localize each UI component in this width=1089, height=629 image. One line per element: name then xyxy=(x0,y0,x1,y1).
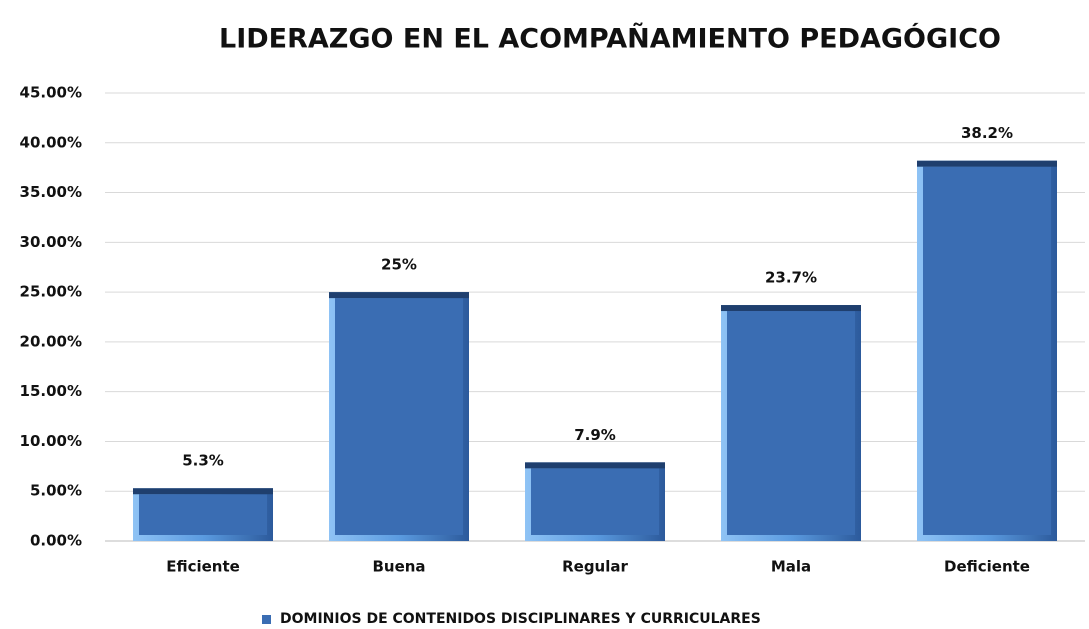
bar xyxy=(917,160,1057,541)
y-tick-label: 45.00% xyxy=(20,84,82,102)
bar-face xyxy=(139,494,267,535)
x-tick-label: Buena xyxy=(372,558,425,576)
data-label: 23.7% xyxy=(765,269,817,287)
bar-face xyxy=(335,298,463,535)
legend-swatch xyxy=(262,615,271,624)
y-tick-label: 10.00% xyxy=(20,432,82,450)
data-label: 5.3% xyxy=(182,452,224,470)
bar-top xyxy=(721,305,861,312)
bar xyxy=(721,305,861,541)
bar-top xyxy=(329,292,469,299)
bar-top xyxy=(525,462,665,469)
bar-face xyxy=(531,468,659,535)
y-tick-label: 0.00% xyxy=(30,532,82,550)
y-tick-label: 15.00% xyxy=(20,382,82,400)
legend-label: DOMINIOS DE CONTENIDOS DISCIPLINARES Y C… xyxy=(280,611,761,627)
bar-face xyxy=(923,166,1051,535)
data-label: 38.2% xyxy=(961,124,1013,142)
y-tick-label: 30.00% xyxy=(20,233,82,251)
bar xyxy=(525,462,665,541)
data-label: 25% xyxy=(381,256,417,274)
x-tick-label: Mala xyxy=(771,558,811,576)
x-tick-label: Eficiente xyxy=(166,558,240,576)
y-tick-label: 35.00% xyxy=(20,183,82,201)
y-tick-label: 40.00% xyxy=(20,133,82,151)
y-tick-label: 5.00% xyxy=(30,482,82,500)
y-tick-label: 20.00% xyxy=(20,332,82,350)
bar xyxy=(329,292,469,541)
x-tick-label: Deficiente xyxy=(944,558,1030,576)
bar-top xyxy=(917,160,1057,167)
bar-face xyxy=(727,311,855,535)
chart-title: LIDERAZGO EN EL ACOMPAÑAMIENTO PEDAGÓGIC… xyxy=(219,23,1001,55)
x-tick-label: Regular xyxy=(562,558,628,576)
bar-top xyxy=(133,488,273,495)
bar xyxy=(133,488,273,541)
y-tick-label: 25.00% xyxy=(20,283,82,301)
data-label: 7.9% xyxy=(574,426,616,444)
